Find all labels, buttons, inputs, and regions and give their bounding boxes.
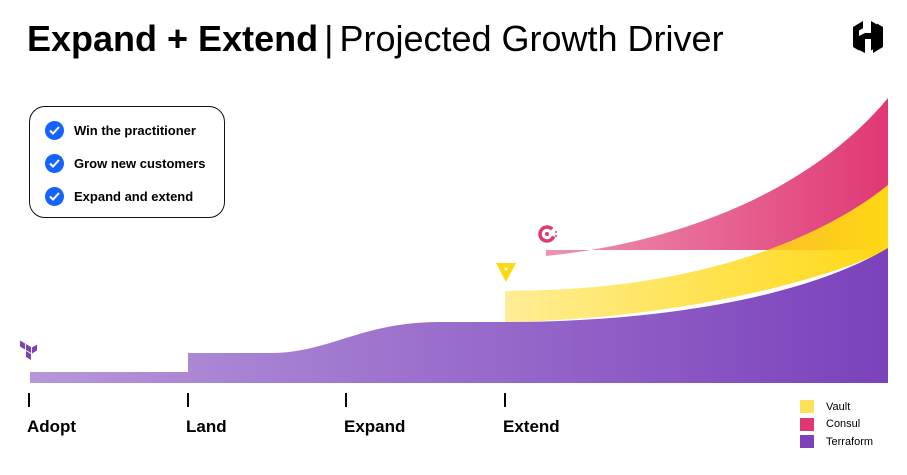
stage-expand: Expand	[344, 393, 405, 437]
legend: Vault Consul Terraform	[800, 398, 873, 451]
checklist-item: Expand and extend	[45, 187, 193, 206]
legend-item-vault: Vault	[800, 398, 873, 416]
checklist-box: Win the practitioner Grow new customers …	[29, 106, 225, 218]
vault-icon	[496, 263, 516, 282]
consul-icon	[538, 225, 557, 243]
checklist-item: Grow new customers	[45, 154, 205, 173]
consul-area	[546, 98, 888, 256]
legend-item-terraform: Terraform	[800, 433, 873, 451]
hashicorp-logo-icon	[853, 21, 883, 53]
check-circle-icon	[45, 121, 64, 140]
check-circle-icon	[45, 154, 64, 173]
stage-extend: Extend	[503, 393, 560, 437]
terraform-area	[30, 248, 888, 383]
legend-item-consul: Consul	[800, 416, 873, 434]
page-title: Expand + Extend | Projected Growth Driver	[27, 18, 724, 59]
check-circle-icon	[45, 187, 64, 206]
stage-land: Land	[186, 393, 227, 437]
checklist-item: Win the practitioner	[45, 121, 196, 140]
stage-adopt: Adopt	[27, 393, 76, 437]
vault-area	[505, 185, 888, 322]
terraform-icon	[20, 340, 37, 360]
